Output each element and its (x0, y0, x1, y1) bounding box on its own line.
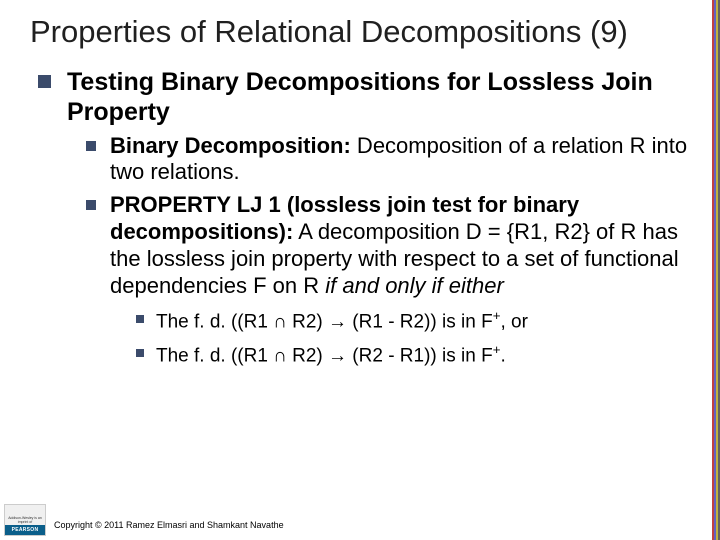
bullet-level2-b: PROPERTY LJ 1 (lossless join test for bi… (86, 192, 690, 299)
square-bullet-icon (86, 200, 96, 210)
l3a-mid: (R1 - R2)) is in F (347, 311, 493, 332)
l3b-pre: The f. d. ((R1 ∩ R2) (156, 345, 328, 366)
l3b-text: The f. d. ((R1 ∩ R2) → (R2 - R1)) is in … (156, 342, 506, 368)
bullet-level3-b: The f. d. ((R1 ∩ R2) → (R2 - R1)) is in … (136, 342, 690, 368)
square-bullet-icon (136, 315, 144, 323)
arrow-icon: → (328, 311, 347, 332)
slide-footer: Addison-Wesley is an imprint of PEARSON … (0, 502, 720, 540)
l2a-text: Binary Decomposition: Decomposition of a… (110, 133, 690, 187)
pearson-logo: Addison-Wesley is an imprint of PEARSON (4, 504, 46, 536)
slide-content: Properties of Relational Decompositions … (0, 0, 720, 368)
square-bullet-icon (86, 141, 96, 151)
square-bullet-icon (38, 75, 51, 88)
square-bullet-icon (136, 349, 144, 357)
l2b-text: PROPERTY LJ 1 (lossless join test for bi… (110, 192, 690, 299)
l3a-post: , or (500, 311, 527, 332)
l3b-post: . (500, 345, 505, 366)
addison-wesley-text: Addison-Wesley is an imprint of (5, 517, 45, 524)
l3a-text: The f. d. ((R1 ∩ R2) → (R1 - R2)) is in … (156, 308, 528, 334)
l3a-pre: The f. d. ((R1 ∩ R2) (156, 311, 328, 332)
copyright-text: Copyright © 2011 Ramez Elmasri and Shamk… (54, 520, 284, 530)
slide-title: Properties of Relational Decompositions … (30, 14, 690, 51)
bullet-level2-a: Binary Decomposition: Decomposition of a… (86, 133, 690, 187)
edge-stripe-decoration (712, 0, 720, 540)
l2b-ital: if and only if either (325, 273, 504, 298)
arrow-icon: → (328, 345, 347, 366)
bullet-level1: Testing Binary Decompositions for Lossle… (38, 67, 690, 127)
l3b-mid: (R2 - R1)) is in F (347, 345, 493, 366)
bullet-level3-a: The f. d. ((R1 ∩ R2) → (R1 - R2)) is in … (136, 308, 690, 334)
l1-text: Testing Binary Decompositions for Lossle… (67, 67, 690, 127)
l2a-bold: Binary Decomposition: (110, 133, 351, 158)
pearson-bar: PEARSON (5, 525, 45, 535)
